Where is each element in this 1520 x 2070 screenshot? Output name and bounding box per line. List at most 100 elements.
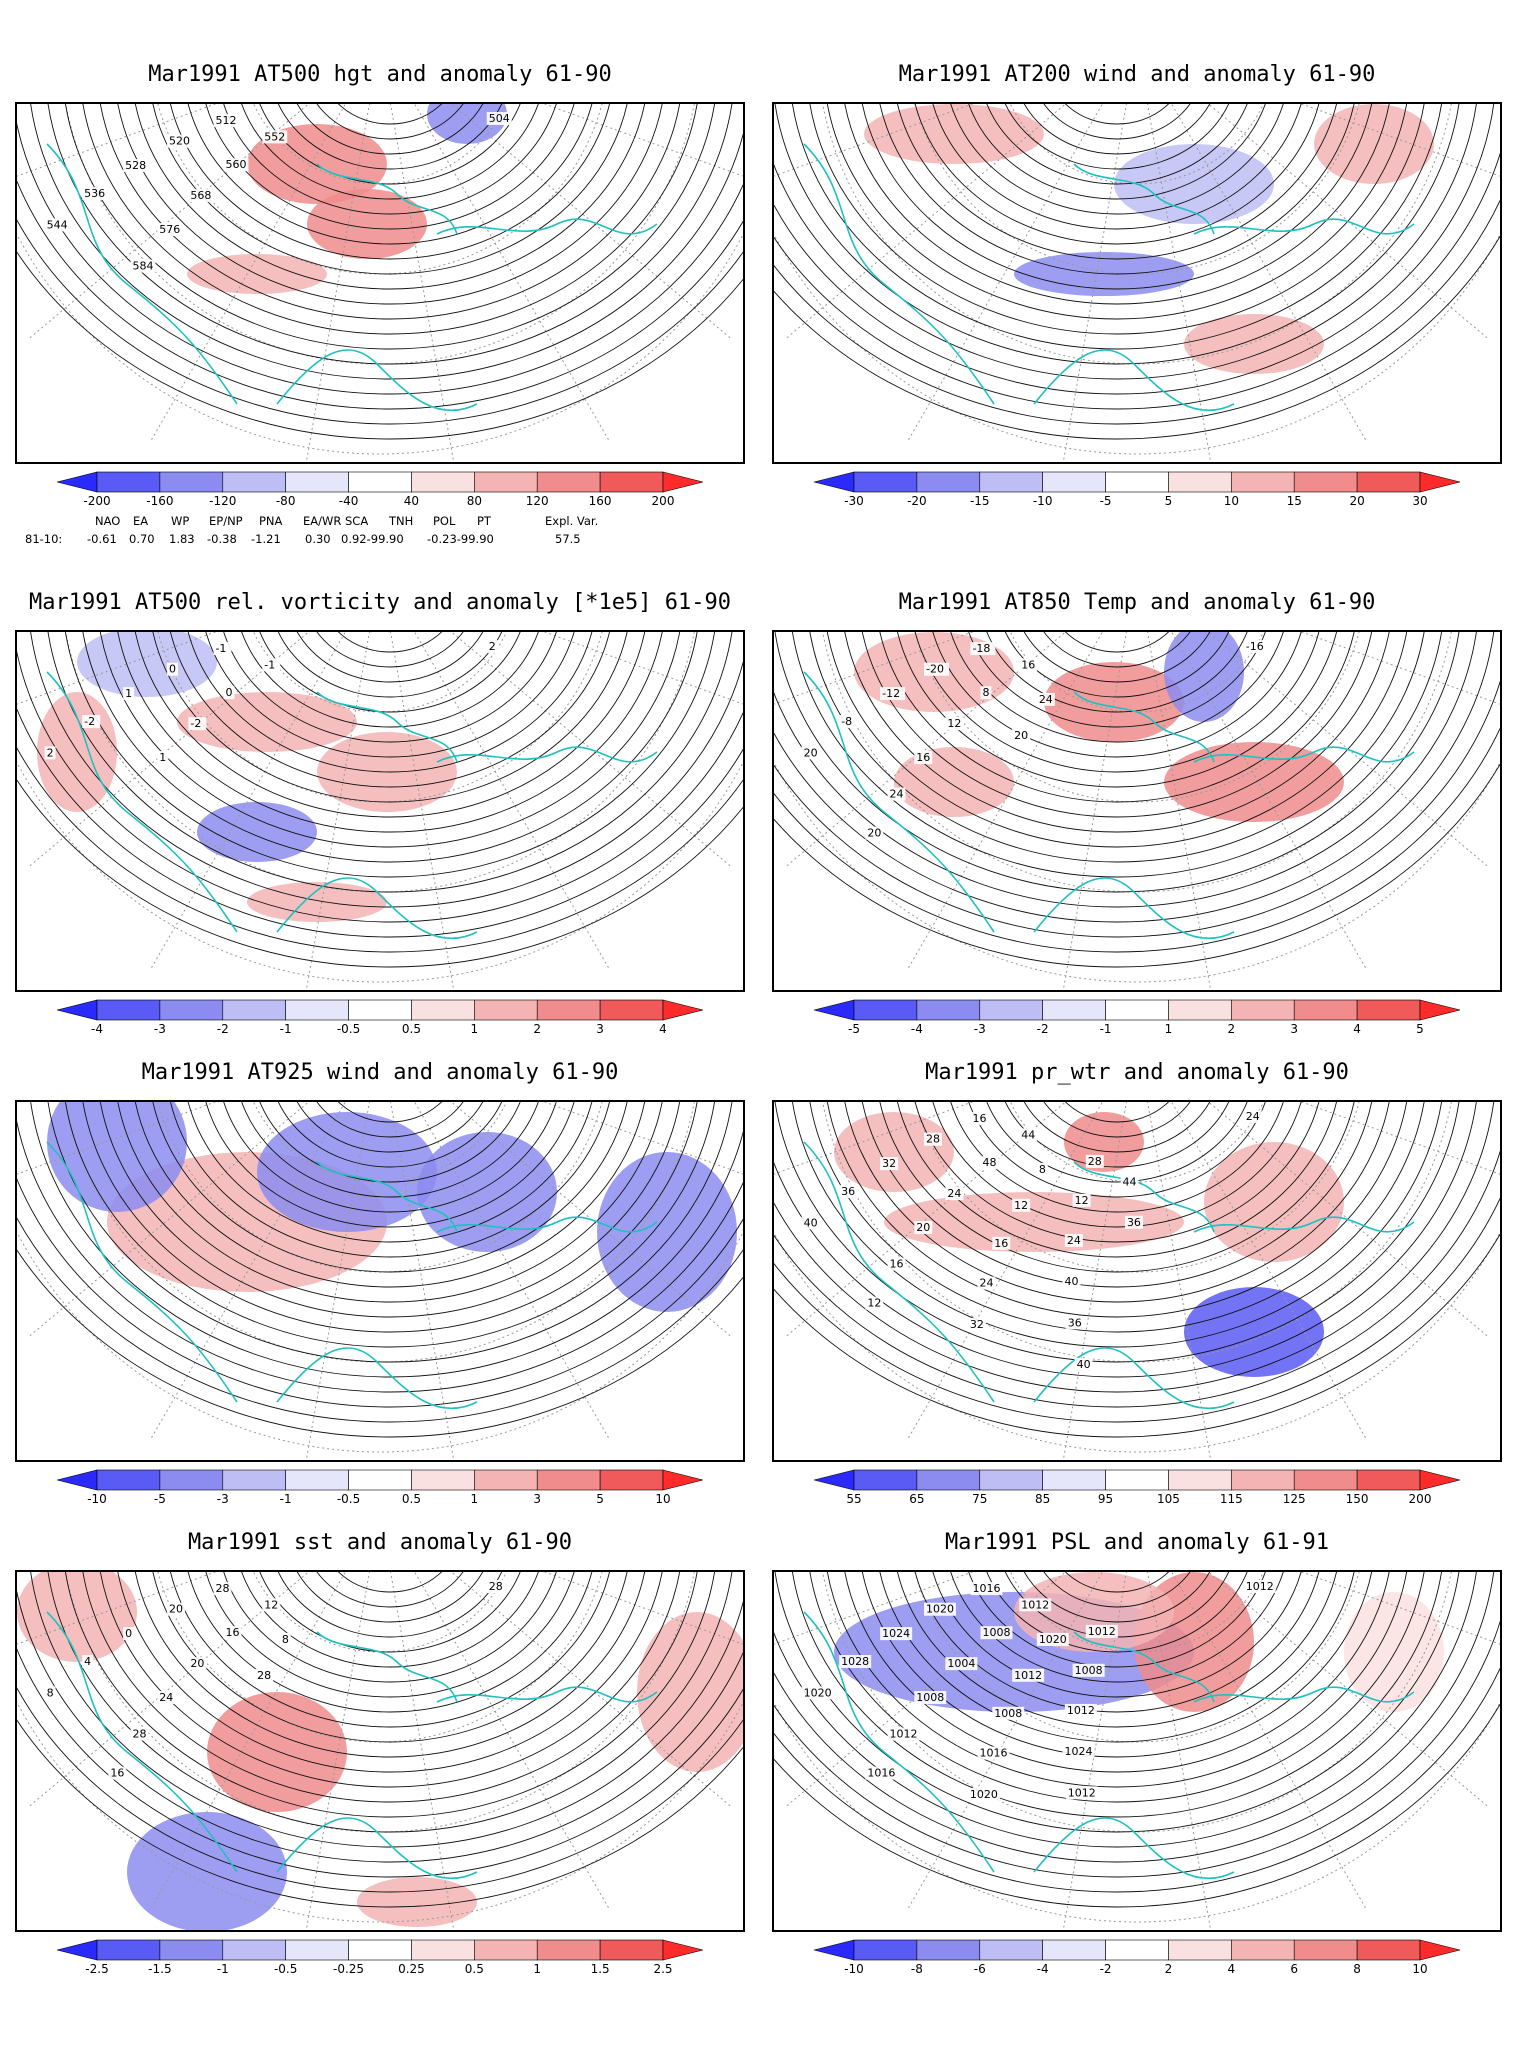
contour-line <box>826 1102 1408 1318</box>
contour-line <box>17 708 743 938</box>
contour-label: 0 <box>125 1627 132 1640</box>
contour-label: 20 <box>916 1221 930 1234</box>
anomaly-region <box>1064 1112 1144 1172</box>
contour-label: 1012 <box>890 1728 918 1741</box>
map-plot <box>15 1100 745 1462</box>
contour-line <box>774 1197 1500 1423</box>
colorbar-tick-label: -5 <box>848 1022 860 1036</box>
map-svg: 28 28 20 0 4 8 12 16 20 24 28 16 8 28 <box>17 1572 743 1930</box>
contour-label: 1008 <box>982 1626 1010 1639</box>
colorbar-tick-label: -160 <box>146 494 174 508</box>
contour-line <box>17 219 743 425</box>
colorbar-segment <box>599 999 664 1021</box>
colorbar-segment <box>222 1939 286 1961</box>
colorbar-tick-label: -1 <box>279 1492 292 1506</box>
index-header: EA/WR <box>303 514 342 528</box>
colorbar-tick-label: 80 <box>466 494 482 508</box>
contour-line <box>774 199 1500 425</box>
meridian-line <box>1171 104 1368 443</box>
panel-at925-wind: Mar1991 AT925 wind and anomaly 61-90 -10-… <box>15 1060 745 1600</box>
contour-line <box>844 632 1390 833</box>
index-value: -0.38 <box>207 532 237 546</box>
contour-line <box>792 632 1442 878</box>
anomaly-region <box>1344 1592 1444 1712</box>
colorbar-ticks: -5 -4 -3 -2 -1 1 2 3 4 5 <box>814 1022 1460 1040</box>
meridian-line <box>1300 1572 1500 1645</box>
contour-line <box>17 779 743 968</box>
contour-line <box>134 1572 646 1758</box>
colorbar-segment <box>536 999 601 1021</box>
map-plot: 2 -1 0 1 -2 2 -1 0 -2 1 <box>15 630 745 992</box>
contour-line <box>223 104 557 215</box>
contour-line <box>187 104 593 245</box>
contour-label: -20 <box>926 663 944 676</box>
panel-title: Mar1991 AT925 wind and anomaly 61-90 <box>141 1060 619 1085</box>
contour-line <box>861 1102 1373 1288</box>
colorbar-ticks: -10 -5 -3 -1 -0.5 0.5 1 3 5 10 <box>57 1492 703 1510</box>
contour-line <box>1023 1102 1211 1153</box>
panel-title: Mar1991 AT850 Temp and anomaly 61-90 <box>898 590 1376 615</box>
contour-line <box>932 104 1302 230</box>
colorbar-segment <box>1231 999 1295 1021</box>
contour-line <box>1064 1102 1170 1123</box>
latitude-circle <box>914 1572 1360 1743</box>
contour-line <box>774 1233 1500 1438</box>
contour-line <box>950 1572 1284 1683</box>
contour-label: 24 <box>1067 1234 1081 1247</box>
map-plot <box>772 102 1502 464</box>
contour-line <box>99 632 681 848</box>
colorbar-tick-label: 4 <box>1227 1962 1236 1976</box>
contour-line <box>914 1572 1320 1713</box>
contour-label: 8 <box>282 1633 289 1646</box>
colorbar-segment <box>1168 1469 1232 1491</box>
colorbar-tick-label: 2 <box>1227 1022 1236 1036</box>
colorbar-tick-label: 150 <box>1345 1492 1369 1506</box>
contour-line <box>1043 104 1191 140</box>
colorbar-tick-label: 95 <box>1097 1492 1114 1506</box>
contour-label: 28 <box>133 1728 147 1741</box>
meridian-line <box>17 104 217 177</box>
colorbar-tick-label: 55 <box>846 1492 862 1506</box>
contour-label: 12 <box>1075 1194 1089 1207</box>
anomaly-region <box>1044 662 1184 742</box>
colorbar-segment <box>348 1469 412 1491</box>
contour-label: 32 <box>970 1318 984 1331</box>
colorbar-tick-label: -10 <box>1032 494 1053 508</box>
contour-label: 40 <box>1077 1358 1091 1371</box>
contour-label: 1020 <box>804 1686 832 1699</box>
contour-line <box>879 1102 1355 1273</box>
coastline <box>803 1141 1415 1410</box>
meridian-line <box>1207 104 1490 341</box>
colorbar-tick-label: -6 <box>973 1962 986 1976</box>
anomaly-region <box>1164 742 1344 822</box>
contour-label: -2 <box>190 717 201 730</box>
colorbar-segment <box>1042 999 1106 1021</box>
colorbar-ticks: 55 65 75 85 95 105 115 125 150 200 <box>814 1492 1460 1510</box>
contour-line <box>914 632 1320 773</box>
map-svg: 2 -1 0 1 -2 2 -1 0 -2 1 <box>17 632 743 990</box>
coastline <box>46 1611 658 1880</box>
meridian-line <box>27 1102 310 1339</box>
colorbar-tick-label: 20 <box>1349 494 1365 508</box>
contour-label: 20 <box>867 827 881 840</box>
contour-line <box>17 1687 743 1893</box>
colorbar-segment <box>599 1469 664 1491</box>
contour-line <box>277 1102 503 1168</box>
contour-line <box>134 1102 646 1288</box>
colorbar-segment <box>285 1939 349 1961</box>
meridian-line <box>1147 632 1212 990</box>
contour-line <box>187 632 593 773</box>
contour-line <box>82 1102 698 1333</box>
contour-line <box>932 632 1302 758</box>
contour-label: 36 <box>1127 1216 1141 1229</box>
anomaly-region <box>417 1132 557 1252</box>
contour-line <box>1023 104 1211 155</box>
colorbar-segment <box>1042 471 1106 493</box>
index-value: 0.70 <box>129 532 155 546</box>
contour-line <box>337 632 443 653</box>
colorbar-tick-label: 115 <box>1219 1492 1243 1506</box>
map-svg <box>17 1102 743 1460</box>
contour-line <box>259 632 521 713</box>
colorbar-arrow-low <box>56 1939 98 1961</box>
colorbar-segment <box>1042 1939 1106 1961</box>
